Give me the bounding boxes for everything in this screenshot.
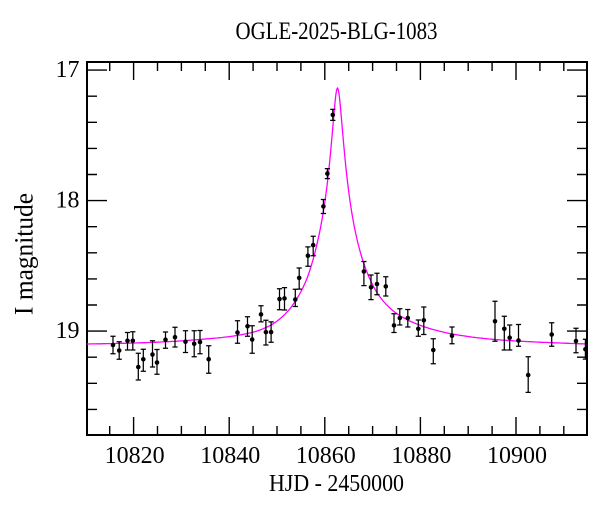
svg-text:10860: 10860 [296,443,356,469]
svg-text:17: 17 [56,57,80,83]
svg-text:10840: 10840 [200,443,260,469]
svg-text:10900: 10900 [487,443,547,469]
svg-text:HJD - 2450000: HJD - 2450000 [269,471,404,497]
svg-text:10820: 10820 [105,443,165,469]
svg-text:I magnitude: I magnitude [9,193,38,315]
svg-text:19: 19 [56,318,80,344]
svg-text:10880: 10880 [391,443,451,469]
svg-text:OGLE-2025-BLG-1083: OGLE-2025-BLG-1083 [236,16,438,45]
svg-text:18: 18 [56,188,80,214]
